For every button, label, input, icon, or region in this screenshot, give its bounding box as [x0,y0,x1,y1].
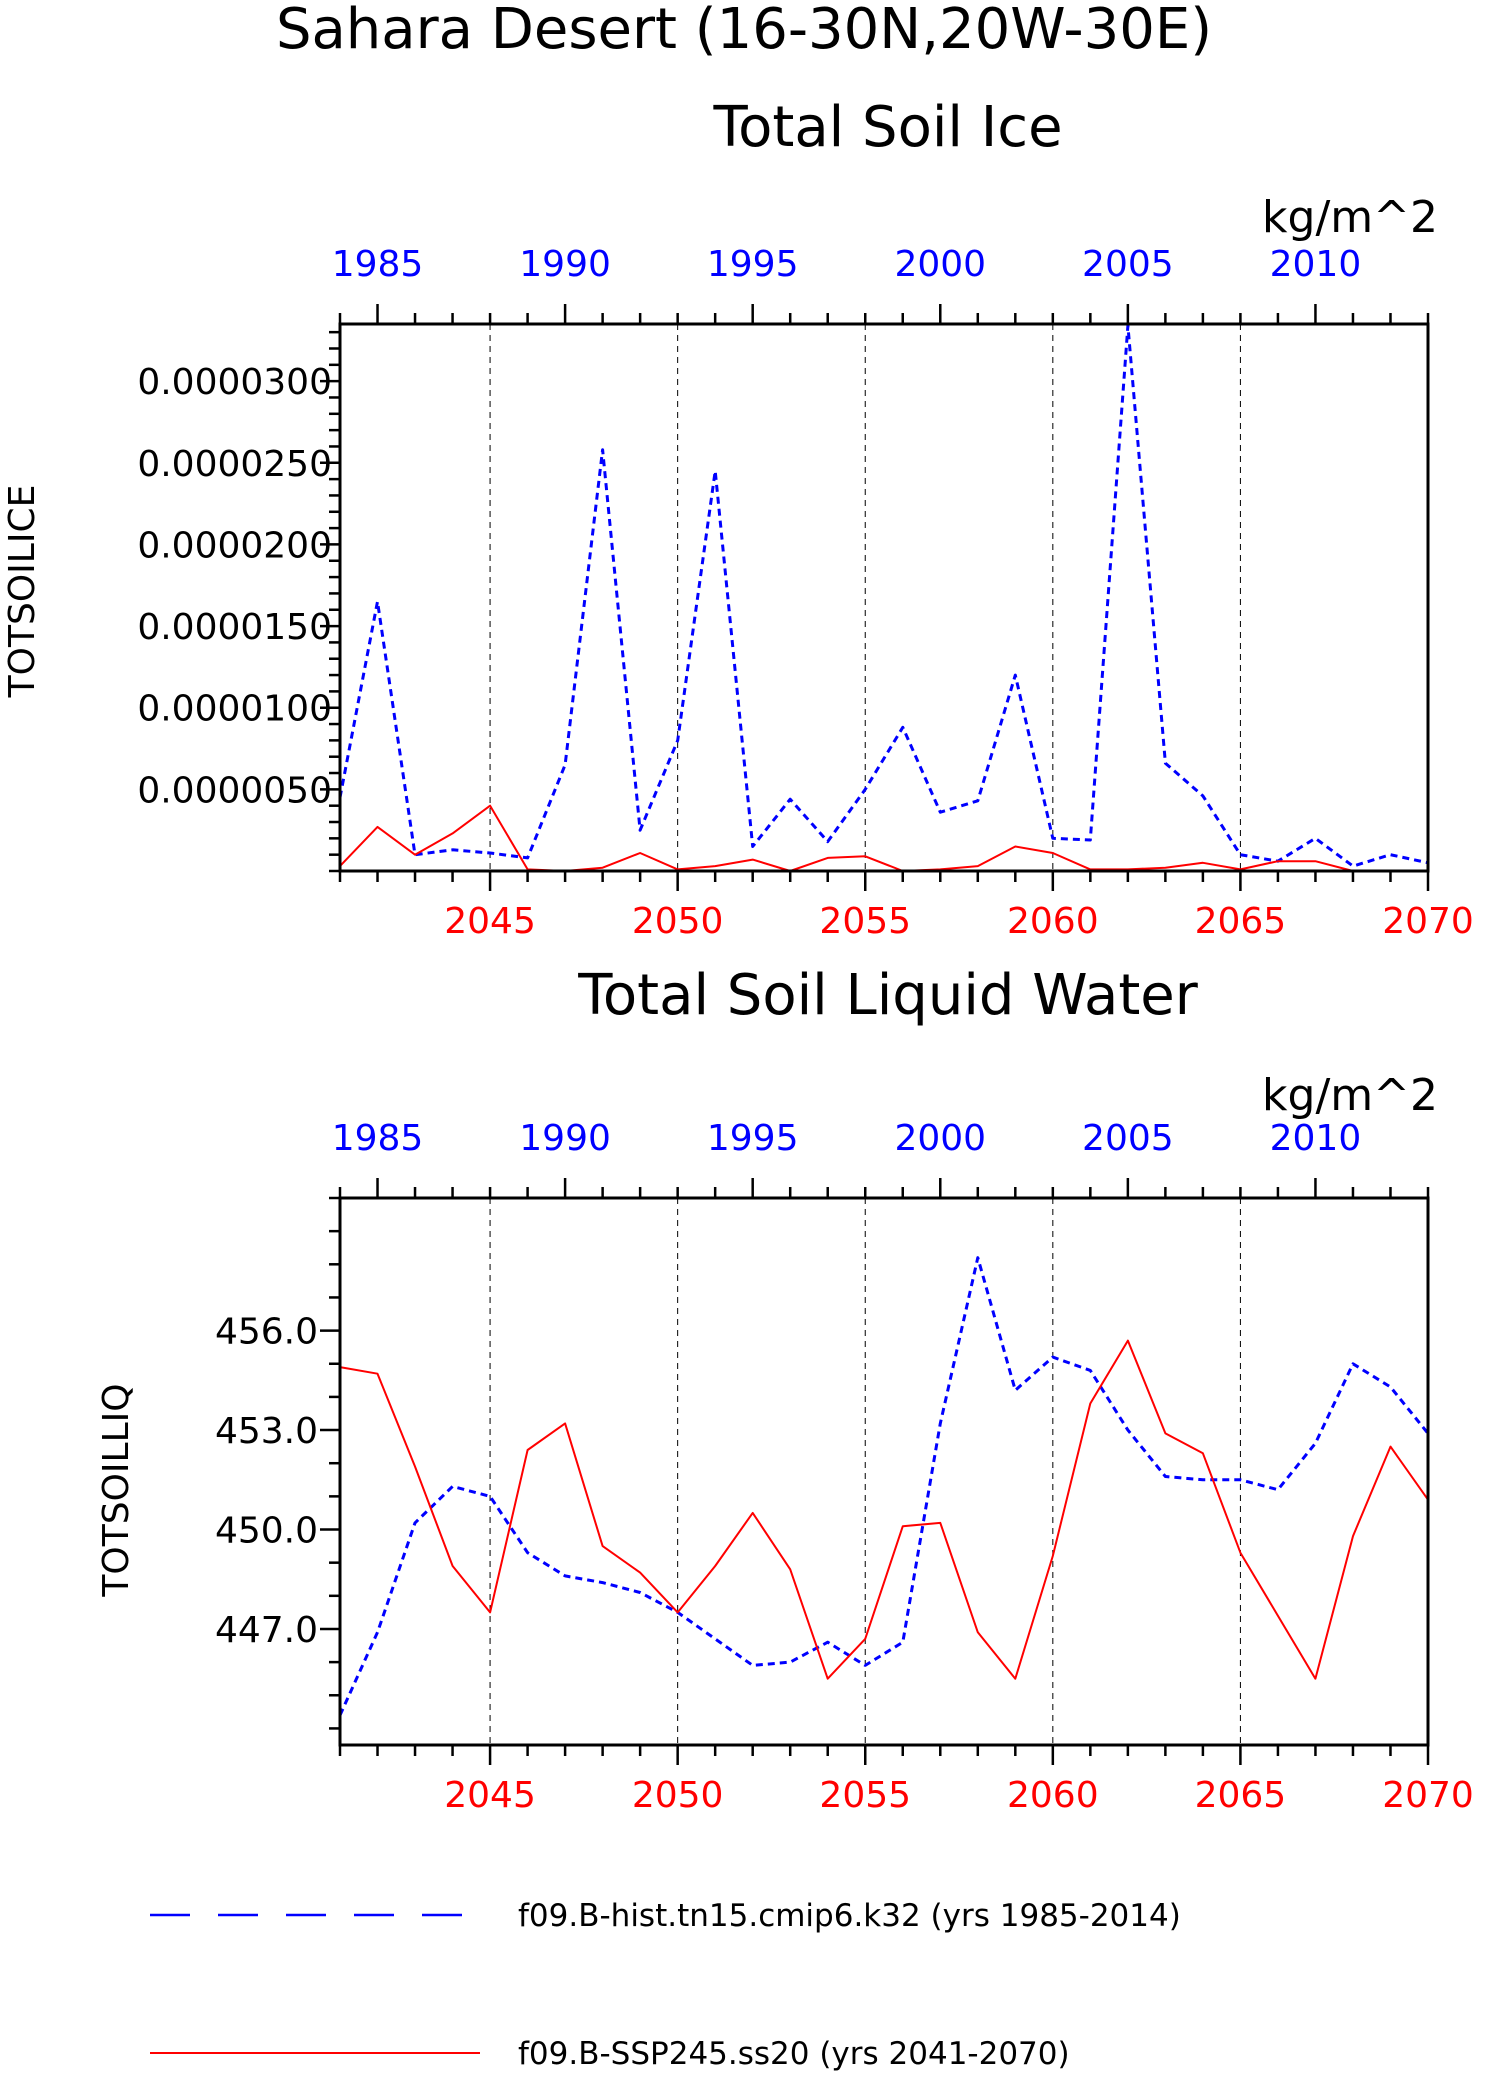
liq-y-tick-label-3: 456.0 [215,1312,318,1353]
ice-bottom-tick-label-2065: 2065 [1195,901,1287,942]
liq-gridlines [489,1198,1241,1745]
ice-top-tick-label-1990: 1990 [519,244,611,285]
ice-units-label: kg/m^2 [1262,192,1438,243]
liq-hist-line [338,1256,1430,1716]
liq-axes [320,1178,1430,1765]
ice-bottom-tick-label-2045: 2045 [444,901,536,942]
liq-top-tick-label-2005: 2005 [1082,1118,1174,1159]
ice-ssp-line [339,804,1428,872]
liq-bottom-tick-label-2065: 2065 [1195,1775,1287,1816]
ice-top-tick-label-2005: 2005 [1082,244,1174,285]
liq-top-tick-label-2010: 2010 [1270,1118,1362,1159]
ice-hist-line [338,324,1429,868]
ice-axes [320,304,1430,891]
ice-y-tick-label-2: 0.0000150 [137,607,332,648]
ice-top-tick-label-1985: 1985 [332,244,424,285]
liq-bottom-tick-label-2070: 2070 [1382,1775,1474,1816]
liq-top-tick-label-1990: 1990 [519,1118,611,1159]
legend-hist-label: f09.B-hist.tn15.cmip6.k32 (yrs 1985-2014… [518,1898,1181,1934]
legend: f09.B-hist.tn15.cmip6.k32 (yrs 1985-2014… [150,1898,1181,2072]
ice-plot-frame [338,322,1430,873]
liq-bottom-tick-label-2050: 2050 [632,1775,724,1816]
ice-bottom-tick-label-2050: 2050 [632,901,724,942]
ice-y-tick-label-1: 0.0000100 [137,689,332,730]
ice-panel: Total Soil Ice kg/m^2 2045 2050 2055 2060 20… [2,95,1474,942]
liq-y-tick-label-2: 453.0 [215,1411,318,1452]
figure-title: Sahara Desert (16-30N,20W-30E) [276,0,1212,62]
liq-panel-title: Total Soil Liquid Water [577,963,1199,1028]
ice-gridlines [489,324,1241,871]
ice-y-tick-label-3: 0.0000200 [137,525,332,566]
ice-panel-title: Total Soil Ice [712,95,1062,160]
liq-y-tick-label-0: 447.0 [215,1610,318,1651]
ice-top-tick-label-1995: 1995 [707,244,799,285]
ice-y-axis-label: TOTSOILICE [2,485,43,699]
legend-ssp-label: f09.B-SSP245.ss20 (yrs 2041-2070) [518,2036,1070,2072]
liq-plot-frame [338,1196,1430,1747]
liq-top-tick-label-2000: 2000 [894,1118,986,1159]
ice-bottom-tick-label-2070: 2070 [1382,901,1474,942]
ice-y-tick-label-4: 0.0000250 [137,444,332,485]
ice-y-tick-label-0: 0.0000050 [137,770,332,811]
liq-top-tick-label-1995: 1995 [707,1118,799,1159]
liq-bottom-tick-label-2055: 2055 [819,1775,911,1816]
liq-panel: Total Soil Liquid Water kg/m^2 2045 2050 2… [96,963,1474,1816]
ice-top-tick-label-2010: 2010 [1270,244,1362,285]
liq-bottom-tick-label-2060: 2060 [1007,1775,1099,1816]
ice-bottom-tick-label-2055: 2055 [819,901,911,942]
liq-y-tick-label-1: 450.0 [215,1511,318,1552]
ice-series [338,324,1429,872]
liq-units-label: kg/m^2 [1262,1070,1438,1121]
ice-bottom-tick-label-2060: 2060 [1007,901,1099,942]
liq-ssp-line [339,1339,1429,1680]
liq-y-axis-label: TOTSOILLIQ [96,1383,137,1597]
ice-tick-labels: 2045 2050 2055 2060 2065 2070 1985 1990 1995 2000… [137,244,1474,942]
ice-y-tick-label-5: 0.0000300 [137,362,332,403]
liq-top-tick-label-1985: 1985 [332,1118,424,1159]
liq-series [338,1256,1430,1716]
liq-tick-labels: 2045 2050 2055 2060 2065 2070 1985 1990 1995 2000… [215,1118,1474,1816]
ice-top-tick-label-2000: 2000 [894,244,986,285]
liq-bottom-tick-label-2045: 2045 [444,1775,536,1816]
